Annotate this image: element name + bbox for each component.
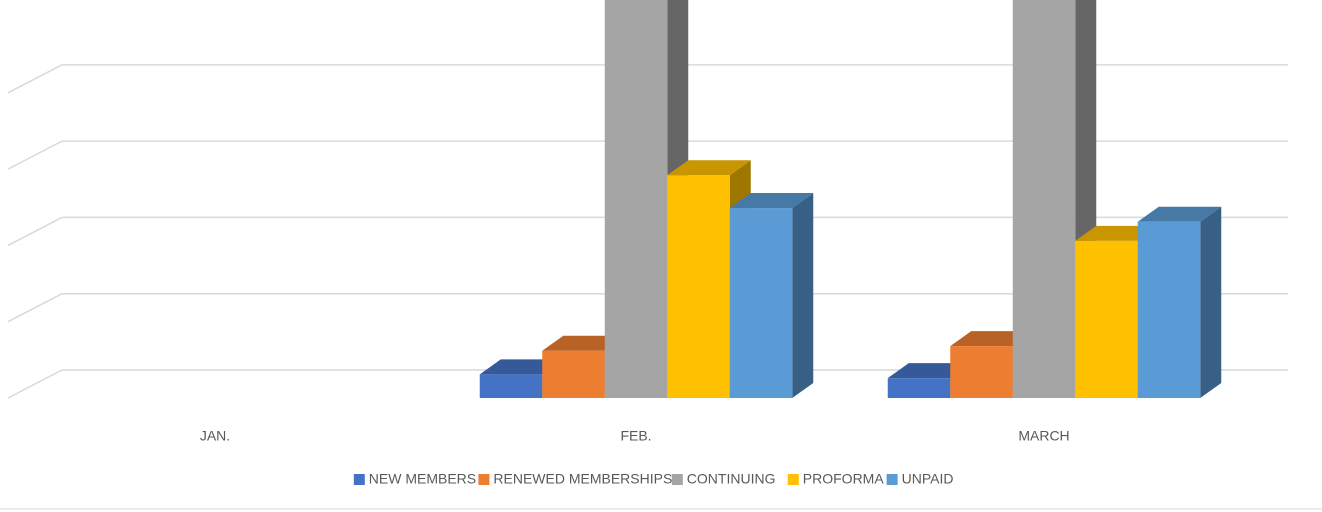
legend-label: NEW MEMBERS	[369, 471, 476, 487]
grid-line-side	[7, 216, 63, 247]
legend-swatch	[787, 474, 799, 485]
legend-label: UNPAID	[902, 471, 954, 487]
bar	[1137, 206, 1222, 398]
x-tick-label: MARCH	[1018, 428, 1069, 444]
legend-label: PROFORMA	[803, 471, 885, 487]
bar-front	[479, 374, 543, 398]
legend-label: CONTINUING	[687, 471, 776, 487]
x-tick-label: JAN.	[200, 428, 230, 444]
bar-front	[604, 0, 668, 398]
legend-swatch	[886, 474, 898, 485]
grid-line-side	[7, 369, 63, 399]
x-tick-label: FEB.	[620, 428, 651, 444]
bar-front	[1012, 0, 1076, 398]
bar-front	[950, 346, 1013, 398]
bar-front	[1075, 240, 1138, 398]
grid-line-side	[7, 293, 63, 323]
bar-front	[542, 350, 605, 398]
grid-line-side	[7, 140, 63, 170]
grid-line-side	[7, 64, 63, 94]
bar-top	[667, 160, 751, 176]
legend-swatch	[478, 474, 490, 485]
bar-front	[667, 175, 730, 398]
legend-swatch	[671, 474, 683, 485]
bar-top	[729, 193, 814, 209]
bar	[729, 193, 814, 398]
bar-side	[792, 193, 814, 398]
bar-side	[1200, 206, 1222, 398]
legend-swatch	[353, 474, 365, 485]
bar-top	[1137, 206, 1222, 222]
bar-front	[1137, 221, 1201, 398]
legend-label: RENEWED MEMBERSHIPS	[493, 471, 672, 487]
bar-front	[729, 208, 793, 398]
bar-front	[887, 378, 951, 398]
